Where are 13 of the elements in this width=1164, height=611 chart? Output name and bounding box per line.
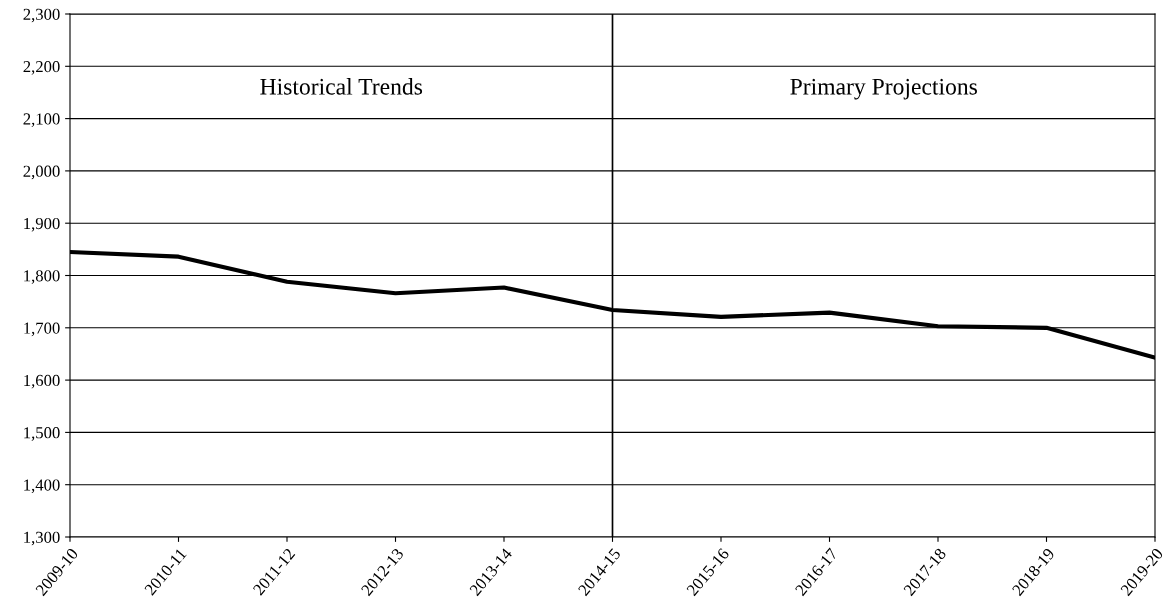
y-tick-label: 2,100 [23,113,60,127]
y-tick-label: 1,300 [24,531,60,546]
y-tick-label: 2,000 [23,165,60,180]
annotation: Historical Trends [260,78,423,95]
y-tick-label: 1,400 [24,479,60,494]
y-tick-label: 1,600 [24,374,60,389]
y-tick-label: 1,800 [24,270,60,284]
y-tick-label: 2,300 [23,8,60,23]
y-tick-label: 2,200 [23,61,60,75]
y-tick-label: 1,500 [24,427,60,441]
annotation: Primary Projections [790,78,977,100]
y-tick-label: 1,900 [24,217,60,232]
y-tick-label: 1,700 [24,322,60,337]
